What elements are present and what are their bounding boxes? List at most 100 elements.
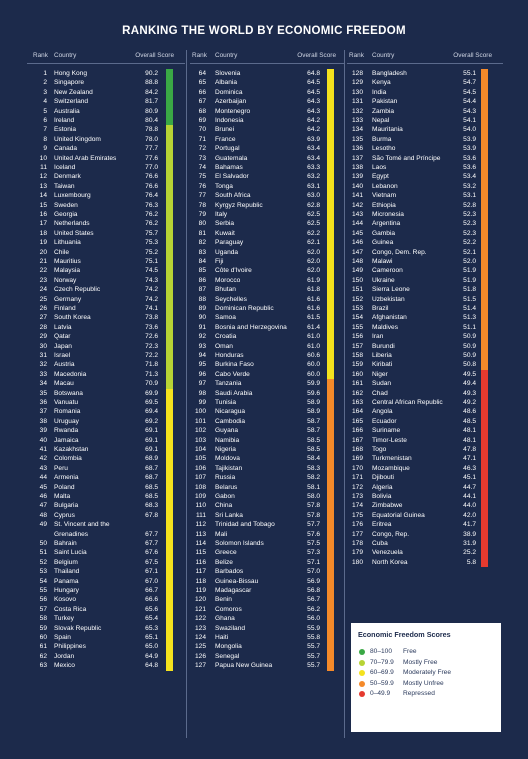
score-cell: 52.8 [463, 201, 476, 209]
country-cell: Solomon Islands [215, 540, 264, 547]
score-cell: 58.9 [307, 399, 320, 406]
score-cell: 41.7 [463, 521, 476, 529]
country-cell: Zimbabwe [372, 502, 403, 510]
country-cell: Iran [372, 333, 384, 341]
rank-cell: 11 [40, 164, 47, 171]
table-row: 69 Indonesia 64.2 [190, 116, 344, 125]
table-row: 175 Equatorial Guinea 42.0 [347, 511, 503, 520]
score-cell: 69.4 [145, 408, 158, 416]
score-cell: 58.5 [307, 446, 320, 453]
country-cell: Thailand [54, 568, 80, 576]
country-cell: Spain [54, 634, 71, 641]
score-cell: 60.0 [307, 361, 320, 369]
rank-cell: 18 [39, 229, 47, 237]
rank-cell: 134 [351, 126, 363, 134]
country-cell: Afghanistan [372, 314, 407, 322]
country-cell: Poland [54, 483, 75, 491]
rank-cell: 142 [351, 201, 363, 209]
table-row: 45 Poland 68.5 [27, 483, 185, 492]
score-category-bar [166, 69, 173, 126]
rank-cell: 29 [39, 333, 47, 341]
country-cell: Kenya [372, 79, 391, 87]
table-row: 12 Denmark 76.6 [27, 172, 185, 181]
rank-cell: 5 [43, 107, 47, 115]
score-cell: 72.2 [145, 352, 158, 359]
rank-cell: 120 [194, 596, 206, 604]
table-row: 103 Namibia 58.5 [190, 436, 344, 445]
score-cell: 55.9 [307, 624, 320, 632]
page-title: RANKING THE WORLD BY ECONOMIC FREEDOM [122, 25, 406, 37]
country-cell: Saudi Arabia [215, 389, 253, 397]
table-row: 171 Djibouti 45.1 [347, 473, 503, 482]
rank-cell: 81 [198, 229, 206, 237]
score-cell: 56.9 [307, 577, 320, 585]
table-row: 70 Brunei 64.2 [190, 125, 344, 134]
score-cell: 74.2 [145, 295, 158, 303]
table-row: 126 Senegal 55.7 [190, 652, 344, 661]
legend-dot-icon [359, 659, 365, 666]
rank-cell: 21 [39, 258, 47, 265]
score-cell: 49.4 [463, 380, 476, 388]
rank-cell: 135 [351, 135, 363, 143]
header-rank: Rank [192, 52, 207, 59]
rank-cell: 35 [39, 389, 47, 397]
rank-cell: 19 [39, 239, 47, 247]
rank-cell: 66 [198, 88, 206, 96]
country-cell: Bolivia [372, 493, 392, 500]
country-cell: Czech Republic [54, 286, 101, 294]
score-cell: 57.8 [307, 502, 320, 510]
table-row: 14 Luxembourg 76.4 [27, 191, 185, 200]
rank-cell: 62 [39, 652, 47, 660]
country-cell: Côte d'Ivoire [215, 267, 252, 275]
country-cell: India [372, 88, 387, 96]
score-cell: 63.4 [307, 154, 320, 162]
rank-cell: 12 [39, 173, 47, 181]
rank-cell: 162 [351, 389, 363, 397]
table-row: 118 Guinea-Bissau 56.9 [190, 577, 344, 586]
score-cell: 74.1 [145, 305, 158, 312]
country-cell: Mauritius [54, 258, 81, 265]
score-cell: 63.2 [307, 173, 320, 181]
country-cell: Uzbekistan [372, 295, 405, 303]
score-category-bar [481, 69, 488, 370]
rank-cell: 80 [198, 220, 206, 228]
country-cell: Cyprus [54, 511, 75, 519]
table-row: 146 Guinea 52.2 [347, 238, 503, 247]
rank-cell: 179 [351, 549, 363, 557]
table-row: 111 Sri Lanka 57.8 [190, 511, 344, 520]
country-cell: Ireland [54, 117, 75, 124]
rank-cell: 27 [39, 314, 47, 322]
table-row: 7 Estonia 78.8 [27, 125, 185, 134]
score-cell: 57.7 [307, 521, 320, 529]
rank-cell: 106 [194, 464, 206, 472]
table-row: 145 Gambia 52.3 [347, 229, 503, 238]
country-cell: Mexico [54, 662, 75, 670]
country-cell: Togo [372, 446, 387, 453]
country-cell: Barbados [215, 568, 244, 576]
rank-cell: 72 [198, 145, 206, 153]
country-cell: Sri Lanka [215, 511, 243, 519]
table-row: 9 Canada 77.7 [27, 144, 185, 153]
score-cell: 76.2 [145, 211, 158, 218]
score-cell: 72.3 [145, 342, 158, 350]
rank-cell: 177 [351, 530, 363, 538]
country-cell: Uruguay [54, 417, 79, 425]
table-row: 47 Bulgaria 68.3 [27, 501, 185, 510]
country-cell: Comoros [215, 605, 242, 613]
table-row: 99 Tunisia 58.9 [190, 398, 344, 407]
score-category-bar [327, 69, 334, 380]
rank-cell: 171 [351, 474, 363, 482]
score-cell: 61.0 [307, 342, 320, 350]
table-row: 79 Italy 62.5 [190, 210, 344, 219]
rank-cell: 57 [39, 605, 47, 613]
table-row: 122 Ghana 56.0 [190, 614, 344, 623]
score-cell: 72.6 [145, 333, 158, 341]
country-cell: Burundi [372, 342, 395, 350]
country-cell: Kyrgyz Republic [215, 201, 263, 209]
legend-title: Economic Freedom Scores [358, 630, 451, 639]
country-cell: Vanuatu [54, 399, 79, 406]
country-cell: Belarus [215, 483, 238, 491]
country-cell: Denmark [54, 173, 81, 181]
score-cell: 68.7 [145, 474, 158, 482]
table-row: 163 Central African Republic 49.2 [347, 398, 503, 407]
